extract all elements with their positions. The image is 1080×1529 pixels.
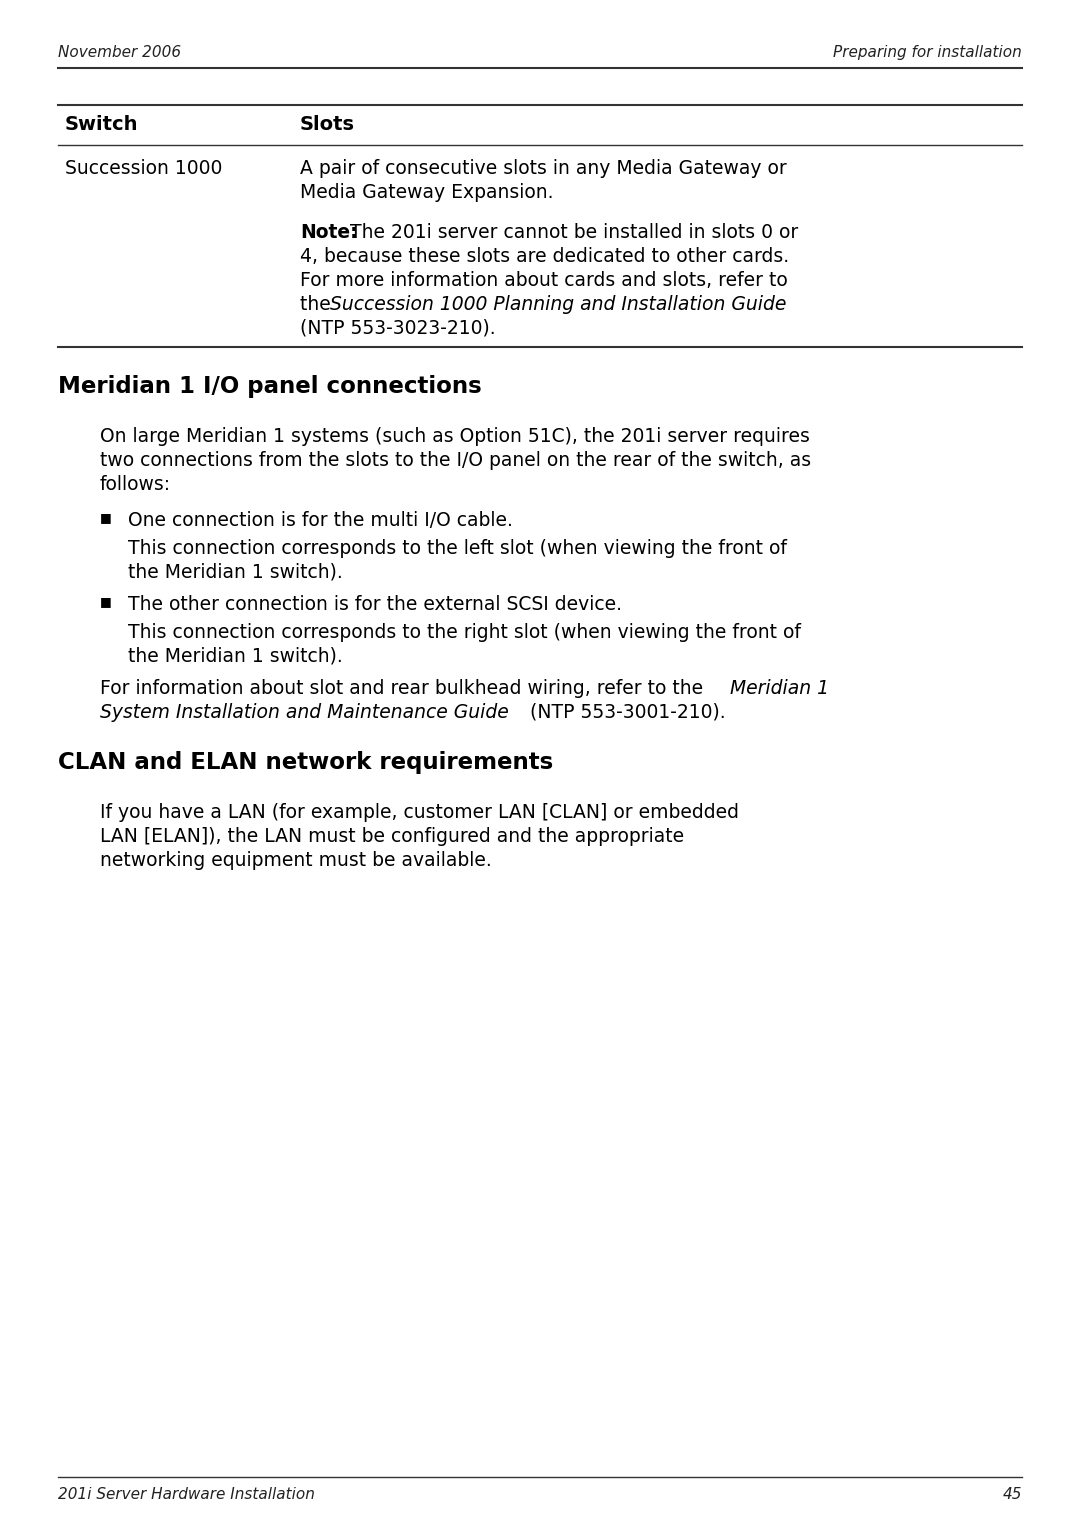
Text: CLAN and ELAN network requirements: CLAN and ELAN network requirements — [58, 751, 553, 774]
Text: 4, because these slots are dedicated to other cards.: 4, because these slots are dedicated to … — [300, 248, 789, 266]
Text: If you have a LAN (for example, customer LAN [CLAN] or embedded: If you have a LAN (for example, customer… — [100, 803, 739, 823]
Text: For information about slot and rear bulkhead wiring, refer to the: For information about slot and rear bulk… — [100, 679, 710, 699]
Text: Switch: Switch — [65, 115, 138, 135]
Text: A pair of consecutive slots in any Media Gateway or: A pair of consecutive slots in any Media… — [300, 159, 786, 177]
Text: Succession 1000 Planning and Installation Guide: Succession 1000 Planning and Installatio… — [330, 295, 786, 313]
Text: System Installation and Maintenance Guide: System Installation and Maintenance Guid… — [100, 703, 509, 722]
Text: Succession 1000: Succession 1000 — [65, 159, 222, 177]
Text: This connection corresponds to the right slot (when viewing the front of: This connection corresponds to the right… — [129, 622, 801, 642]
Text: (NTP 553-3023-210).: (NTP 553-3023-210). — [300, 320, 496, 338]
Text: November 2006: November 2006 — [58, 44, 181, 60]
Text: On large Meridian 1 systems (such as Option 51C), the 201i server requires: On large Meridian 1 systems (such as Opt… — [100, 427, 810, 446]
Text: two connections from the slots to the I/O panel on the rear of the switch, as: two connections from the slots to the I/… — [100, 451, 811, 469]
Text: Note:: Note: — [300, 223, 357, 242]
Text: Media Gateway Expansion.: Media Gateway Expansion. — [300, 183, 554, 202]
Text: The other connection is for the external SCSI device.: The other connection is for the external… — [129, 595, 622, 615]
Text: the Meridian 1 switch).: the Meridian 1 switch). — [129, 647, 342, 667]
Text: (NTP 553-3001-210).: (NTP 553-3001-210). — [524, 703, 726, 722]
Text: the: the — [300, 295, 337, 313]
Text: Slots: Slots — [300, 115, 355, 135]
Text: Preparing for installation: Preparing for installation — [834, 44, 1022, 60]
Text: LAN [ELAN]), the LAN must be configured and the appropriate: LAN [ELAN]), the LAN must be configured … — [100, 827, 684, 846]
Text: 201i Server Hardware Installation: 201i Server Hardware Installation — [58, 1488, 315, 1501]
Text: follows:: follows: — [100, 476, 171, 494]
Text: the Meridian 1 switch).: the Meridian 1 switch). — [129, 563, 342, 583]
Text: The 201i server cannot be installed in slots 0 or: The 201i server cannot be installed in s… — [345, 223, 798, 242]
Text: Meridian 1 I/O panel connections: Meridian 1 I/O panel connections — [58, 375, 482, 398]
Text: Meridian 1: Meridian 1 — [730, 679, 829, 699]
Text: ■: ■ — [100, 511, 111, 524]
Text: This connection corresponds to the left slot (when viewing the front of: This connection corresponds to the left … — [129, 540, 787, 558]
Text: ■: ■ — [100, 595, 111, 609]
Text: One connection is for the multi I/O cable.: One connection is for the multi I/O cabl… — [129, 511, 513, 531]
Text: networking equipment must be available.: networking equipment must be available. — [100, 852, 491, 870]
Text: For more information about cards and slots, refer to: For more information about cards and slo… — [300, 271, 787, 291]
Text: 45: 45 — [1002, 1488, 1022, 1501]
